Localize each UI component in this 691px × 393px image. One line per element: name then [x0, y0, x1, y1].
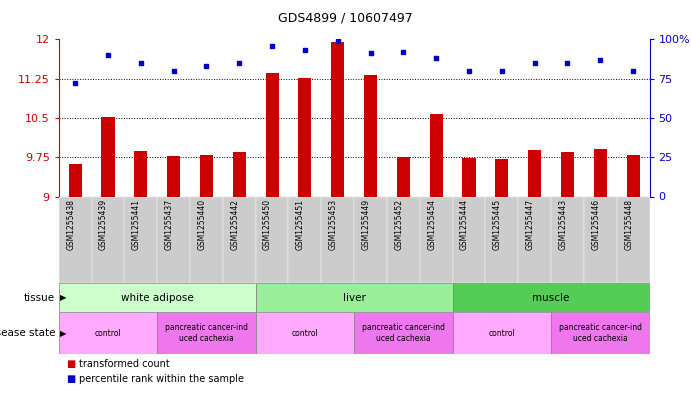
- Bar: [616, 196, 650, 283]
- Text: GSM1255443: GSM1255443: [558, 199, 567, 250]
- Bar: [102, 117, 115, 196]
- Text: control: control: [489, 329, 515, 338]
- Bar: [354, 312, 453, 354]
- Bar: [157, 196, 190, 283]
- Bar: [561, 152, 574, 196]
- Text: white adipose: white adipose: [121, 293, 193, 303]
- Point: [201, 63, 212, 69]
- Point: [102, 52, 113, 58]
- Bar: [256, 196, 289, 283]
- Point: [595, 57, 606, 63]
- Text: GSM1255454: GSM1255454: [427, 199, 436, 250]
- Point: [464, 68, 475, 74]
- Bar: [59, 196, 91, 283]
- Point: [70, 80, 81, 86]
- Text: transformed count: transformed count: [79, 358, 170, 369]
- Point: [496, 68, 507, 74]
- Text: control: control: [292, 329, 319, 338]
- Bar: [299, 77, 312, 196]
- Text: GSM1255445: GSM1255445: [493, 199, 502, 250]
- Bar: [453, 312, 551, 354]
- Bar: [485, 196, 518, 283]
- Text: ■: ■: [66, 358, 75, 369]
- Bar: [331, 42, 344, 196]
- Bar: [134, 151, 147, 196]
- Text: tissue: tissue: [24, 293, 55, 303]
- Bar: [627, 155, 640, 196]
- Bar: [256, 283, 453, 312]
- Bar: [462, 158, 475, 196]
- Text: GSM1255447: GSM1255447: [526, 199, 535, 250]
- Bar: [495, 159, 509, 196]
- Point: [267, 42, 278, 49]
- Text: GSM1255451: GSM1255451: [296, 199, 305, 250]
- Text: ▶: ▶: [60, 293, 66, 302]
- Bar: [158, 312, 256, 354]
- Point: [135, 60, 146, 66]
- Text: GSM1255442: GSM1255442: [230, 199, 239, 250]
- Text: GSM1255441: GSM1255441: [132, 199, 141, 250]
- Bar: [167, 156, 180, 196]
- Bar: [584, 196, 616, 283]
- Text: percentile rank within the sample: percentile rank within the sample: [79, 374, 245, 384]
- Point: [365, 50, 376, 57]
- Bar: [256, 312, 354, 354]
- Bar: [453, 196, 485, 283]
- Text: pancreatic cancer-ind
uced cachexia: pancreatic cancer-ind uced cachexia: [165, 323, 248, 343]
- Bar: [528, 151, 541, 196]
- Text: GSM1255450: GSM1255450: [263, 199, 272, 250]
- Bar: [223, 196, 256, 283]
- Bar: [321, 196, 354, 283]
- Text: GSM1255446: GSM1255446: [591, 199, 600, 250]
- Bar: [233, 152, 246, 196]
- Bar: [59, 312, 158, 354]
- Point: [234, 60, 245, 66]
- Text: ■: ■: [66, 374, 75, 384]
- Text: liver: liver: [343, 293, 366, 303]
- Text: GSM1255437: GSM1255437: [164, 199, 173, 250]
- Text: GSM1255438: GSM1255438: [66, 199, 75, 250]
- Bar: [190, 196, 223, 283]
- Text: pancreatic cancer-ind
uced cachexia: pancreatic cancer-ind uced cachexia: [362, 323, 445, 343]
- Point: [332, 38, 343, 44]
- Text: GSM1255439: GSM1255439: [99, 199, 108, 250]
- Bar: [518, 196, 551, 283]
- Text: GSM1255444: GSM1255444: [460, 199, 469, 250]
- Point: [299, 47, 310, 53]
- Text: pancreatic cancer-ind
uced cachexia: pancreatic cancer-ind uced cachexia: [559, 323, 642, 343]
- Text: muscle: muscle: [532, 293, 570, 303]
- Bar: [68, 164, 82, 196]
- Point: [562, 60, 573, 66]
- Bar: [551, 312, 650, 354]
- Point: [168, 68, 179, 74]
- Bar: [354, 196, 387, 283]
- Text: GSM1255440: GSM1255440: [198, 199, 207, 250]
- Point: [529, 60, 540, 66]
- Bar: [200, 154, 213, 196]
- Text: ▶: ▶: [60, 329, 66, 338]
- Bar: [397, 157, 410, 196]
- Point: [627, 68, 638, 74]
- Text: GSM1255449: GSM1255449: [361, 199, 370, 250]
- Bar: [59, 283, 256, 312]
- Bar: [265, 73, 278, 196]
- Text: GSM1255452: GSM1255452: [395, 199, 404, 250]
- Text: GSM1255453: GSM1255453: [329, 199, 338, 250]
- Point: [398, 49, 409, 55]
- Bar: [387, 196, 419, 283]
- Bar: [551, 196, 584, 283]
- Bar: [91, 196, 124, 283]
- Text: control: control: [95, 329, 122, 338]
- Bar: [453, 283, 650, 312]
- Bar: [289, 196, 321, 283]
- Text: GDS4899 / 10607497: GDS4899 / 10607497: [278, 12, 413, 25]
- Bar: [594, 149, 607, 196]
- Point: [430, 55, 442, 61]
- Bar: [364, 75, 377, 196]
- Bar: [124, 196, 158, 283]
- Bar: [419, 196, 453, 283]
- Text: disease state: disease state: [0, 328, 55, 338]
- Text: GSM1255448: GSM1255448: [624, 199, 633, 250]
- Bar: [430, 114, 443, 196]
